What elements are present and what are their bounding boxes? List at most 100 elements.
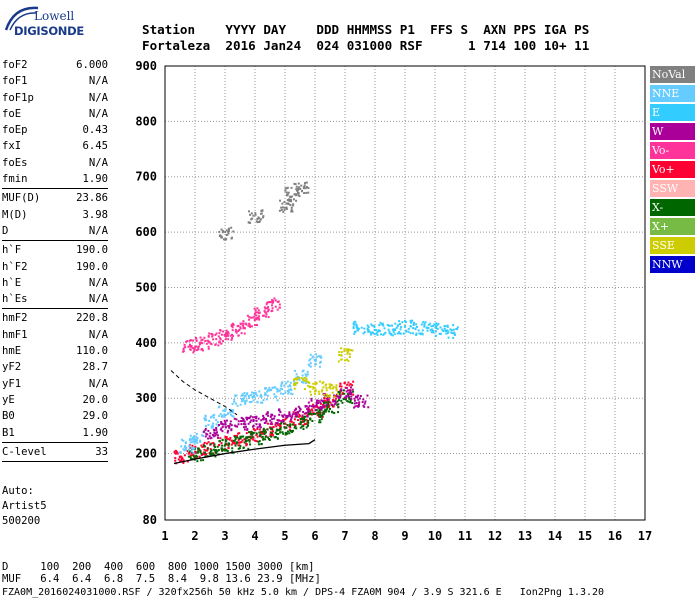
echo-point [254, 439, 257, 442]
echo-point [293, 412, 296, 415]
echo-point [328, 400, 331, 403]
echo-point [211, 452, 214, 455]
echo-point [217, 344, 220, 347]
param-label: foE [2, 107, 22, 120]
echo-point [285, 431, 288, 434]
echo-point [224, 443, 227, 446]
echo-point [195, 454, 198, 457]
echo-point [232, 230, 235, 233]
echo-point [243, 438, 246, 441]
echo-point [299, 408, 302, 411]
echo-point [239, 444, 242, 447]
echo-point [412, 321, 415, 324]
echo-point [350, 392, 353, 395]
param-row: D N/A [2, 223, 108, 239]
echo-point [362, 332, 365, 335]
echo-point [198, 448, 201, 451]
echo-point [238, 447, 241, 450]
echo-point [351, 384, 354, 387]
echo-point [221, 236, 224, 239]
echo-point [286, 424, 289, 427]
echo-point [201, 434, 204, 437]
param-value: 20.0 [82, 393, 108, 406]
echo-point [345, 349, 348, 352]
echo-point [197, 450, 200, 453]
echo-point [292, 411, 295, 414]
echo-point [376, 331, 379, 334]
echo-point [338, 385, 341, 388]
echo-point [194, 439, 197, 442]
echo-point [261, 209, 264, 212]
echo-point [209, 448, 212, 451]
echo-point [272, 425, 275, 428]
echo-point [185, 446, 188, 449]
echo-point [423, 322, 426, 325]
echo-point [305, 418, 308, 421]
echo-point [331, 391, 334, 394]
param-row: hmF2 220.8 [2, 310, 108, 326]
echo-point [255, 433, 258, 436]
x-tick-label: 14 [548, 529, 562, 543]
echo-point [305, 379, 308, 382]
echo-point [239, 435, 242, 438]
echo-point [303, 184, 306, 187]
echo-point [361, 401, 364, 404]
echo-point [293, 377, 296, 380]
echo-point [285, 382, 288, 385]
echo-point [423, 324, 426, 327]
echo-point [456, 326, 459, 329]
echo-point [332, 385, 335, 388]
echo-point [220, 442, 223, 445]
echo-point [295, 185, 298, 188]
echo-point [192, 339, 195, 342]
echo-point [234, 394, 237, 397]
echo-point [321, 415, 324, 418]
echo-point [246, 392, 249, 395]
echo-point [241, 439, 244, 442]
echo-point [184, 442, 187, 445]
echo-point [176, 451, 179, 454]
echo-point [282, 210, 285, 213]
echo-point [386, 324, 389, 327]
echo-point [396, 325, 399, 328]
echo-point [343, 396, 346, 399]
echo-point [240, 394, 243, 397]
echo-point [303, 377, 306, 380]
echo-point [303, 412, 306, 415]
echo-point [255, 440, 258, 443]
chart-axes: 1 2 3 4 5 6 7 8 9 10 11 12 13 14 15 16 17802003004005006… [135, 59, 652, 543]
echo-point [264, 307, 267, 310]
echo-point [283, 200, 286, 203]
echo-point [281, 431, 284, 434]
param-group-frequencies: foF2 6.000 foF1 N/A foF1p N/A foE N/A foEp 0.43 fx… [2, 57, 108, 187]
echo-point [319, 415, 322, 418]
echo-point [240, 332, 243, 335]
echo-point [430, 328, 433, 331]
echo-point [276, 419, 279, 422]
echo-point [185, 340, 188, 343]
echo-point [177, 458, 180, 461]
y-tick-label: 500 [135, 280, 157, 294]
echo-point [415, 333, 418, 336]
echo-point [248, 440, 251, 443]
echo-point [299, 187, 302, 190]
echo-point [429, 322, 432, 325]
echo-point [209, 432, 212, 435]
echo-point [244, 425, 247, 428]
echo-point [189, 454, 192, 457]
echo-point [189, 348, 192, 351]
echo-point [187, 448, 190, 451]
echo-point [237, 329, 240, 332]
echo-point [246, 314, 249, 317]
echo-point [220, 447, 223, 450]
echo-point [383, 332, 386, 335]
echo-point [227, 425, 230, 428]
echo-point [290, 206, 293, 209]
echo-point [286, 414, 289, 417]
echo-point [271, 309, 274, 312]
echo-point [332, 398, 335, 401]
echo-point [328, 395, 331, 398]
echo-point [228, 438, 231, 441]
echo-point [196, 460, 199, 463]
